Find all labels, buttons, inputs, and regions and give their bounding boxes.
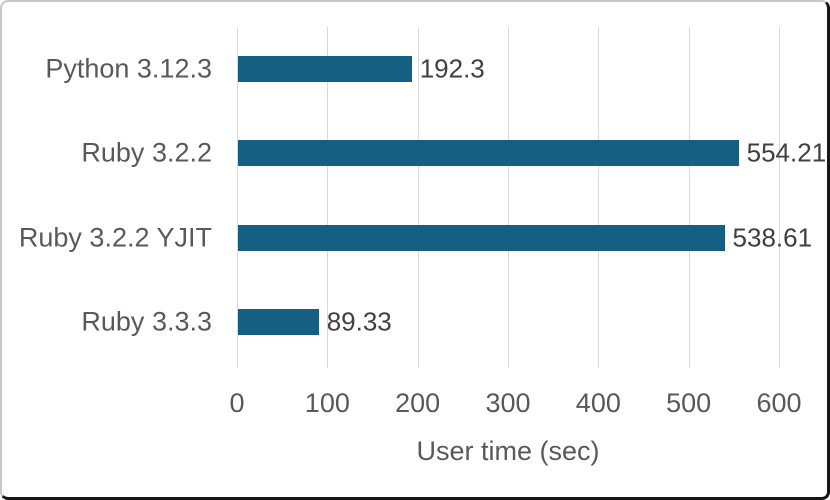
category-label: Ruby 3.2.2 xyxy=(81,137,212,168)
data-label: 554.21 xyxy=(746,137,827,168)
data-label: 89.33 xyxy=(326,306,392,337)
gridline xyxy=(688,27,690,368)
bar xyxy=(238,140,739,167)
x-tick-label: 600 xyxy=(756,388,802,418)
bar xyxy=(238,224,725,251)
gridline xyxy=(508,27,509,368)
bar xyxy=(238,308,319,335)
x-axis-title: User time (sec) xyxy=(416,436,600,466)
gridline xyxy=(327,27,329,368)
gridline xyxy=(417,27,419,368)
x-tick-label: 400 xyxy=(575,388,621,418)
category-label: Ruby 3.3.3 xyxy=(81,306,212,337)
category-label: Python 3.12.3 xyxy=(45,53,212,84)
gridline xyxy=(779,27,780,368)
gridline xyxy=(598,27,600,368)
x-tick-label: 500 xyxy=(666,388,712,418)
x-tick-label: 300 xyxy=(485,388,531,418)
data-label: 538.61 xyxy=(732,222,813,253)
x-tick-label: 100 xyxy=(304,388,350,418)
x-tick-label: 200 xyxy=(395,388,441,418)
data-label: 192.3 xyxy=(419,53,485,84)
category-label: Ruby 3.2.2 YJIT xyxy=(18,222,212,253)
x-tick-label: 0 xyxy=(229,388,245,418)
bar xyxy=(238,56,412,83)
gridline xyxy=(237,27,238,368)
